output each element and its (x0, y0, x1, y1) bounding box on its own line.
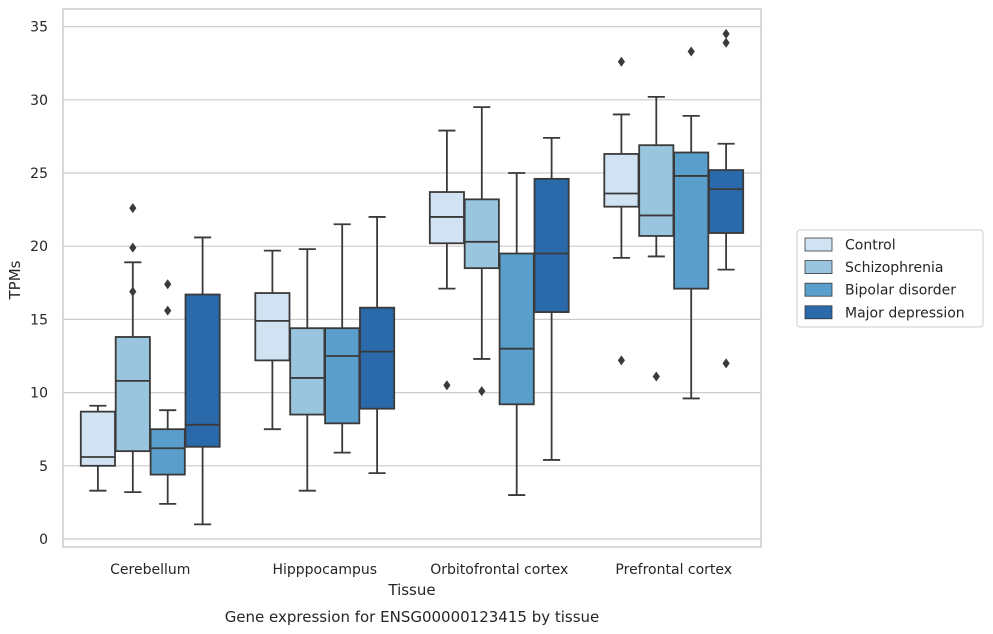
x-axis-label: Tissue (387, 581, 435, 599)
outlier-point (722, 37, 730, 48)
legend-swatch (804, 237, 833, 252)
y-tick-label: 30 (30, 93, 48, 109)
box-group (603, 56, 640, 366)
legend-label: Major depression (845, 305, 965, 321)
legend-label: Bipolar disorder (845, 283, 956, 299)
y-tick-label: 25 (30, 166, 48, 182)
box (184, 293, 221, 448)
legend-swatch (804, 305, 833, 320)
outlier-point (652, 371, 660, 382)
legend-frame (796, 229, 984, 328)
legend-swatch (804, 282, 833, 297)
x-tick-label: Prefrontal cortex (615, 562, 732, 578)
outlier-point (617, 56, 625, 67)
box-group (149, 279, 186, 505)
x-tick-label: Cerebellum (110, 562, 190, 578)
y-tick-label: 10 (30, 386, 48, 402)
box-group (359, 216, 396, 475)
box-group (114, 203, 151, 494)
legend-label: Schizophrenia (845, 260, 943, 276)
box (638, 144, 675, 237)
outlier-point (478, 386, 486, 397)
y-tick-label: 5 (39, 459, 48, 475)
plot-frame (62, 8, 762, 548)
box-group (533, 136, 570, 461)
outlier-point (164, 305, 172, 316)
box (498, 252, 535, 406)
outlier-point (722, 28, 730, 39)
box (673, 151, 710, 290)
outlier-point (722, 358, 730, 369)
box-group (79, 404, 116, 492)
y-tick-label: 15 (30, 312, 48, 328)
box-group (184, 236, 221, 526)
box-group (324, 223, 361, 454)
box (114, 336, 151, 453)
y-tick-label: 35 (30, 20, 48, 36)
legend: Control Schizophrenia Bipolar disorder Majo… (796, 229, 984, 328)
box-group (463, 106, 500, 397)
box (708, 169, 745, 234)
outlier-point (129, 203, 137, 214)
box-plots (79, 28, 745, 526)
y-tick-labels: 0 5 10 15 20 25 30 35 (30, 20, 48, 548)
x-tick-labels: Cerebellum Hipppocampus Orbitofrontal cort… (110, 562, 732, 578)
y-tick-label: 20 (30, 239, 48, 255)
box-group (638, 95, 675, 382)
box (254, 292, 291, 362)
box (533, 177, 570, 313)
outlier-point (129, 242, 137, 253)
outlier-point (617, 355, 625, 366)
box (289, 327, 326, 416)
box (603, 153, 640, 208)
x-tick-label: Hipppocampus (272, 562, 377, 578)
outlier-point (129, 286, 137, 297)
y-tick-label: 0 (39, 532, 48, 548)
box-group (708, 28, 745, 369)
legend-label: Control (845, 238, 896, 254)
box-group (254, 249, 291, 431)
box-group (289, 248, 326, 492)
outlier-point (443, 380, 451, 391)
box-group (428, 129, 465, 391)
box (324, 327, 361, 425)
box-group (498, 172, 535, 496)
legend-swatch (804, 260, 833, 275)
x-tick-label: Orbitofrontal cortex (430, 562, 568, 578)
outlier-point (164, 279, 172, 290)
box (149, 428, 186, 476)
outlier-point (687, 46, 695, 57)
chart-caption: Gene expression for ENSG00000123415 by t… (225, 608, 600, 626)
box (463, 198, 500, 270)
box (359, 306, 396, 410)
y-axis-label: TPMs (6, 260, 24, 300)
